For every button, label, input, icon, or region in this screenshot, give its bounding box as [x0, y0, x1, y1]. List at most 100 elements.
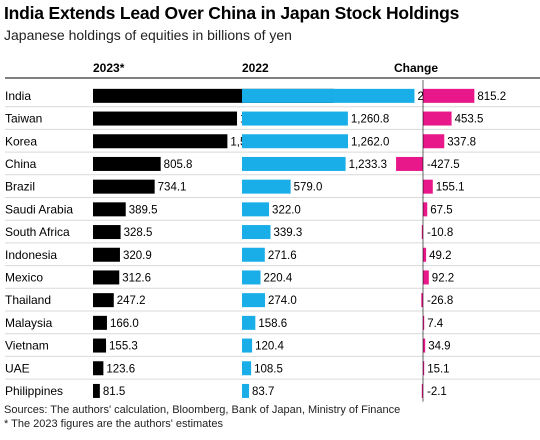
value-label-2023: 81.5 — [103, 386, 125, 398]
value-label-2022: 1,262.0 — [351, 136, 389, 148]
bar-2023 — [93, 315, 107, 330]
value-label-2023: 123.6 — [106, 363, 135, 375]
series-header-2023: 2023* — [93, 61, 125, 75]
value-label-2023: 247.2 — [117, 295, 146, 307]
value-label-change: 453.5 — [455, 114, 484, 126]
bar-change — [423, 88, 475, 103]
category-label: China — [5, 157, 37, 171]
bar-2022 — [242, 338, 253, 353]
bar-2023 — [93, 134, 228, 149]
value-label-change: 34.9 — [428, 341, 450, 353]
value-label-change: 155.1 — [436, 182, 465, 194]
bar-2022 — [242, 111, 348, 126]
bar-change — [423, 202, 428, 217]
value-label-2023: 328.5 — [124, 227, 153, 239]
bar-change — [396, 156, 423, 171]
bar-2022 — [242, 361, 252, 376]
bar-2022 — [242, 88, 415, 103]
bar-2022 — [242, 270, 261, 285]
category-label: Mexico — [5, 270, 43, 284]
bar-2022 — [242, 156, 346, 171]
bar-change — [423, 134, 445, 149]
value-label-2023: 312.6 — [122, 272, 151, 284]
bar-change — [421, 225, 423, 240]
bar-change — [421, 383, 423, 398]
sources-note: Sources: The authors' calculation, Bloom… — [4, 404, 401, 416]
value-label-change: -427.5 — [427, 159, 460, 171]
bar-2023 — [93, 225, 121, 240]
value-label-2023: 805.8 — [164, 159, 193, 171]
chart-subtitle: Japanese holdings of equities in billion… — [4, 27, 292, 43]
value-label-change: 49.2 — [429, 250, 451, 262]
bar-change — [423, 247, 427, 262]
value-label-2022: 220.4 — [264, 272, 293, 284]
value-label-2023: 320.9 — [123, 250, 152, 262]
value-label-change: 67.5 — [430, 204, 452, 216]
value-label-change: 815.2 — [477, 91, 506, 103]
value-label-change: 15.1 — [427, 363, 449, 375]
value-label-2022: 579.0 — [294, 182, 323, 194]
value-label-2023: 155.3 — [109, 341, 138, 353]
category-label: Philippines — [5, 384, 63, 398]
bar-2022 — [242, 247, 265, 262]
bar-2022 — [242, 315, 256, 330]
bar-2022 — [242, 293, 266, 308]
value-label-change: -2.1 — [427, 386, 447, 398]
value-label-2022: 158.6 — [258, 318, 287, 330]
bar-2022 — [242, 202, 270, 217]
category-label: Taiwan — [5, 112, 42, 126]
value-label-2022: 271.6 — [268, 250, 297, 262]
bar-change — [423, 361, 425, 376]
bar-change — [423, 315, 425, 330]
bar-2023 — [93, 338, 107, 353]
category-label: Brazil — [5, 180, 35, 194]
bar-2023 — [93, 270, 120, 285]
bar-2023 — [93, 179, 155, 194]
series-header-change: Change — [394, 61, 438, 75]
value-label-change: 337.8 — [447, 136, 476, 148]
bar-2023 — [93, 202, 126, 217]
category-label: Indonesia — [5, 248, 57, 262]
value-label-2022: 108.5 — [254, 363, 283, 375]
value-label-2023: 734.1 — [158, 182, 187, 194]
value-label-change: 7.4 — [427, 318, 444, 330]
bar-change — [423, 111, 452, 126]
value-label-2023: 166.0 — [110, 318, 139, 330]
bar-2023 — [93, 383, 100, 398]
value-label-2022: 1,260.8 — [351, 114, 389, 126]
bar-2023 — [93, 247, 120, 262]
bar-2023 — [93, 156, 161, 171]
category-label: UAE — [5, 361, 30, 375]
chart-title: India Extends Lead Over China in Japan S… — [4, 3, 460, 23]
bar-2022 — [242, 179, 291, 194]
category-label: Korea — [5, 134, 37, 148]
bar-2023 — [93, 361, 104, 376]
value-label-change: -10.8 — [427, 227, 453, 239]
category-label: South Africa — [5, 225, 70, 239]
bar-2022 — [242, 134, 349, 149]
value-label-2022: 274.0 — [268, 295, 297, 307]
value-label-change: 92.2 — [432, 272, 454, 284]
value-label-2023: 389.5 — [129, 204, 158, 216]
value-label-2022: 339.3 — [274, 227, 303, 239]
footnote: * The 2023 figures are the authors' esti… — [4, 418, 223, 430]
category-label: Vietnam — [5, 339, 49, 353]
series-header-2022: 2022 — [242, 61, 269, 75]
value-label-2022: 1,233.3 — [349, 159, 387, 171]
category-label: Thailand — [5, 293, 51, 307]
value-label-change: -26.8 — [427, 295, 453, 307]
value-label-2022: 322.0 — [272, 204, 301, 216]
category-label: Malaysia — [5, 316, 53, 330]
value-label-2022: 83.7 — [252, 386, 274, 398]
bar-change — [423, 179, 433, 194]
category-label: Saudi Arabia — [5, 202, 73, 216]
bar-2023 — [93, 111, 238, 126]
bar-2022 — [242, 225, 271, 240]
bar-change — [423, 270, 429, 285]
holdings-chart: 2023*2022ChangeIndia2,868.52,053.3815.2T… — [5, 61, 540, 402]
bar-change — [423, 338, 426, 353]
bar-2022 — [242, 383, 250, 398]
category-label: India — [5, 89, 31, 103]
bar-2023 — [93, 293, 114, 308]
bar-change — [421, 293, 423, 308]
